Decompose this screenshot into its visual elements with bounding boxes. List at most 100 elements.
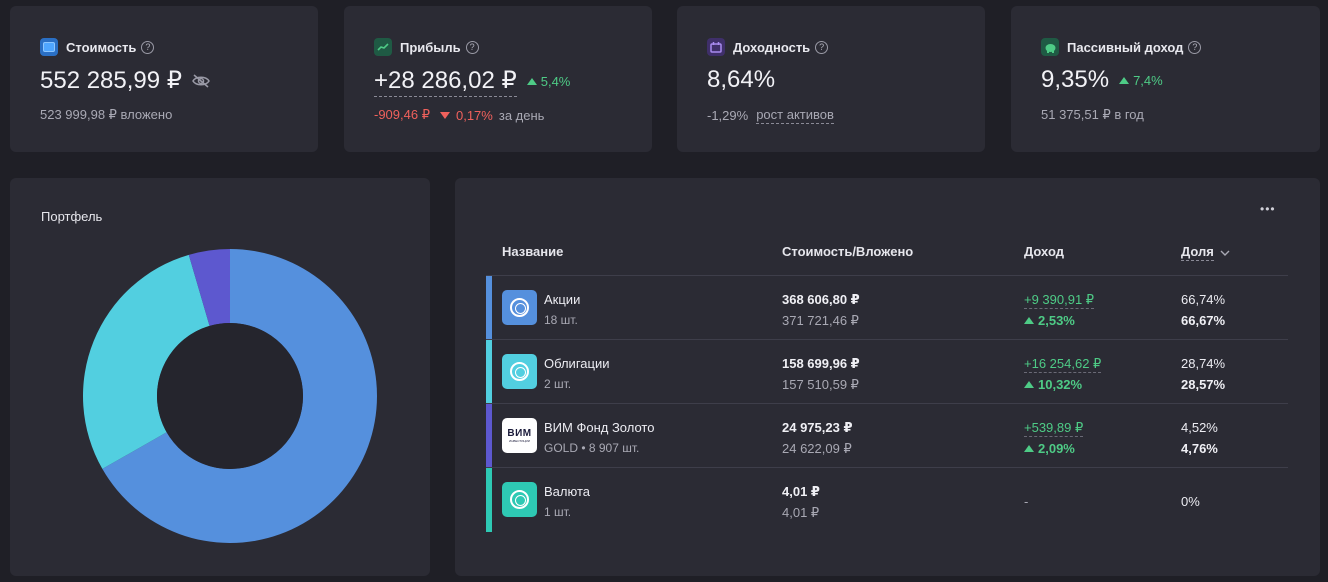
asset-qty: 18 шт. — [544, 313, 578, 327]
table-row[interactable]: Валюта 1 шт. 4,01 ₽ 4,01 ₽ - 0% — [486, 467, 1288, 532]
stat-change: 5,4% — [526, 74, 570, 89]
stat-change: 7,4% — [1119, 73, 1163, 88]
day-change-abs: -909,46 ₽ — [374, 107, 430, 122]
table-row[interactable]: ВИМ ИНВЕСТИЦИИ ВИМ Фонд Золото GOLD • 8 … — [486, 403, 1288, 468]
asset-share: 28,74% — [1181, 356, 1226, 371]
column-header-value[interactable]: Стоимость/Вложено — [782, 244, 914, 259]
donut-slice-2[interactable] — [83, 254, 210, 469]
column-header-income[interactable]: Доход — [1024, 244, 1064, 259]
asset-share: 66,74% — [1181, 292, 1226, 307]
asset-income: - — [1024, 494, 1029, 509]
stat-value: 9,35% — [1041, 66, 1110, 93]
row-color-bar — [486, 468, 492, 532]
stat-title: Стоимость — [66, 39, 137, 55]
column-header-name[interactable]: Название — [502, 244, 564, 259]
sort-chevron-down-icon — [1220, 245, 1230, 260]
day-change-pct: 0,17% — [455, 107, 493, 123]
help-icon[interactable]: ? — [815, 40, 829, 54]
stat-value: 552 285,99 ₽ — [40, 67, 183, 94]
donut-slice-1[interactable] — [102, 249, 377, 543]
asset-name: Акции — [544, 292, 581, 307]
day-suffix: за день — [498, 107, 545, 123]
asset-share-target: 66,67% — [1181, 313, 1226, 328]
asset-growth-link[interactable]: рост активов — [756, 107, 834, 124]
help-icon[interactable]: ? — [141, 40, 155, 54]
help-icon[interactable]: ? — [1188, 40, 1202, 54]
eye-off-icon[interactable] — [192, 67, 210, 95]
stat-card-yield: Доходность ? 8,64% -1,29% рост активов — [677, 6, 985, 152]
stat-sub-value: -1,29% — [707, 108, 749, 123]
calendar-icon — [707, 38, 725, 56]
stat-sub: -909,46 ₽ 0,17% за день — [374, 107, 544, 123]
arrow-up-icon — [526, 78, 537, 85]
asset-income[interactable]: +539,89 ₽ — [1024, 420, 1084, 437]
stocks-icon — [502, 290, 537, 325]
more-menu-icon[interactable]: ••• — [1260, 202, 1276, 216]
asset-value: 158 699,96 ₽ — [782, 356, 860, 371]
stat-header: Пассивный доход ? — [1041, 38, 1202, 56]
arrow-down-icon — [439, 111, 450, 119]
asset-invested: 157 510,59 ₽ — [782, 377, 859, 392]
stat-card-value: Стоимость ? 552 285,99 ₽ 523 999,98 ₽ вл… — [10, 6, 318, 152]
table-row[interactable]: Облигации 2 шт. 158 699,96 ₽ 157 510,59 … — [486, 339, 1288, 404]
arrow-up-icon — [1024, 317, 1034, 324]
asset-income[interactable]: +9 390,91 ₽ — [1024, 292, 1095, 309]
stat-header: Доходность ? — [707, 38, 829, 56]
vim-logo: ВИМ ИНВЕСТИЦИИ — [502, 418, 537, 453]
asset-invested: 371 721,46 ₽ — [782, 313, 859, 328]
asset-value: 4,01 ₽ — [782, 484, 820, 499]
asset-share: 4,52% — [1181, 420, 1218, 435]
chart-icon — [374, 38, 392, 56]
asset-share-target: 4,76% — [1181, 441, 1218, 456]
row-color-bar — [486, 340, 492, 404]
stat-value: 8,64% — [707, 66, 776, 93]
donut-slice-3[interactable] — [188, 249, 230, 326]
stat-value-row: +28 286,02 ₽ 5,4% — [374, 66, 570, 97]
asset-qty: 1 шт. — [544, 505, 572, 519]
arrow-up-icon — [1119, 76, 1130, 84]
asset-share-target: 28,57% — [1181, 377, 1226, 392]
asset-share: 0% — [1181, 494, 1200, 509]
arrow-up-icon — [1024, 445, 1034, 452]
stat-header: Прибыль ? — [374, 38, 479, 56]
piggy-bank-icon — [1041, 38, 1059, 56]
asset-income-pct: 2,09% — [1024, 441, 1075, 456]
stat-value[interactable]: +28 286,02 ₽ — [374, 66, 517, 97]
asset-value: 24 975,23 ₽ — [782, 420, 853, 435]
table-row[interactable]: Акции 18 шт. 368 606,80 ₽ 371 721,46 ₽ +… — [486, 275, 1288, 340]
portfolio-card: Портфель — [10, 178, 430, 576]
stat-value-row: 9,35% 7,4% — [1041, 66, 1163, 94]
wallet-icon — [40, 38, 58, 56]
asset-income[interactable]: +16 254,62 ₽ — [1024, 356, 1102, 373]
help-icon[interactable]: ? — [465, 40, 479, 54]
asset-name: Облигации — [544, 356, 610, 371]
portfolio-donut-chart[interactable] — [10, 178, 430, 576]
stat-title: Доходность — [733, 39, 811, 55]
row-color-bar — [486, 404, 492, 468]
stat-sub: -1,29% рост активов — [707, 107, 834, 124]
stat-sub: 51 375,51 ₽ в год — [1041, 107, 1144, 122]
asset-invested: 4,01 ₽ — [782, 505, 820, 520]
stat-header: Стоимость ? — [40, 38, 155, 56]
stat-card-passive-income: Пассивный доход ? 9,35% 7,4% 51 375,51 ₽… — [1011, 6, 1320, 152]
asset-income-pct: 2,53% — [1024, 313, 1075, 328]
stat-title: Прибыль — [400, 39, 461, 55]
asset-invested: 24 622,09 ₽ — [782, 441, 852, 456]
portfolio-title: Портфель — [41, 209, 103, 224]
stat-title: Пассивный доход — [1067, 39, 1184, 55]
stat-card-profit: Прибыль ? +28 286,02 ₽ 5,4% -909,46 ₽ 0,… — [344, 6, 652, 152]
stat-value-row: 8,64% — [707, 66, 775, 94]
asset-name: Валюта — [544, 484, 590, 499]
asset-qty: 2 шт. — [544, 377, 572, 391]
column-header-share[interactable]: Доля — [1181, 244, 1230, 261]
assets-table-card — [455, 178, 1320, 576]
asset-income-pct: 10,32% — [1024, 377, 1082, 392]
stat-sub: 523 999,98 ₽ вложено — [40, 107, 173, 122]
donut-hole — [157, 323, 303, 469]
asset-value: 368 606,80 ₽ — [782, 292, 860, 307]
stat-value-row: 552 285,99 ₽ — [40, 66, 210, 95]
arrow-up-icon — [1024, 381, 1034, 388]
currency-icon — [502, 482, 537, 517]
asset-qty: GOLD • 8 907 шт. — [544, 441, 640, 455]
column-header-share-label: Доля — [1181, 244, 1214, 261]
